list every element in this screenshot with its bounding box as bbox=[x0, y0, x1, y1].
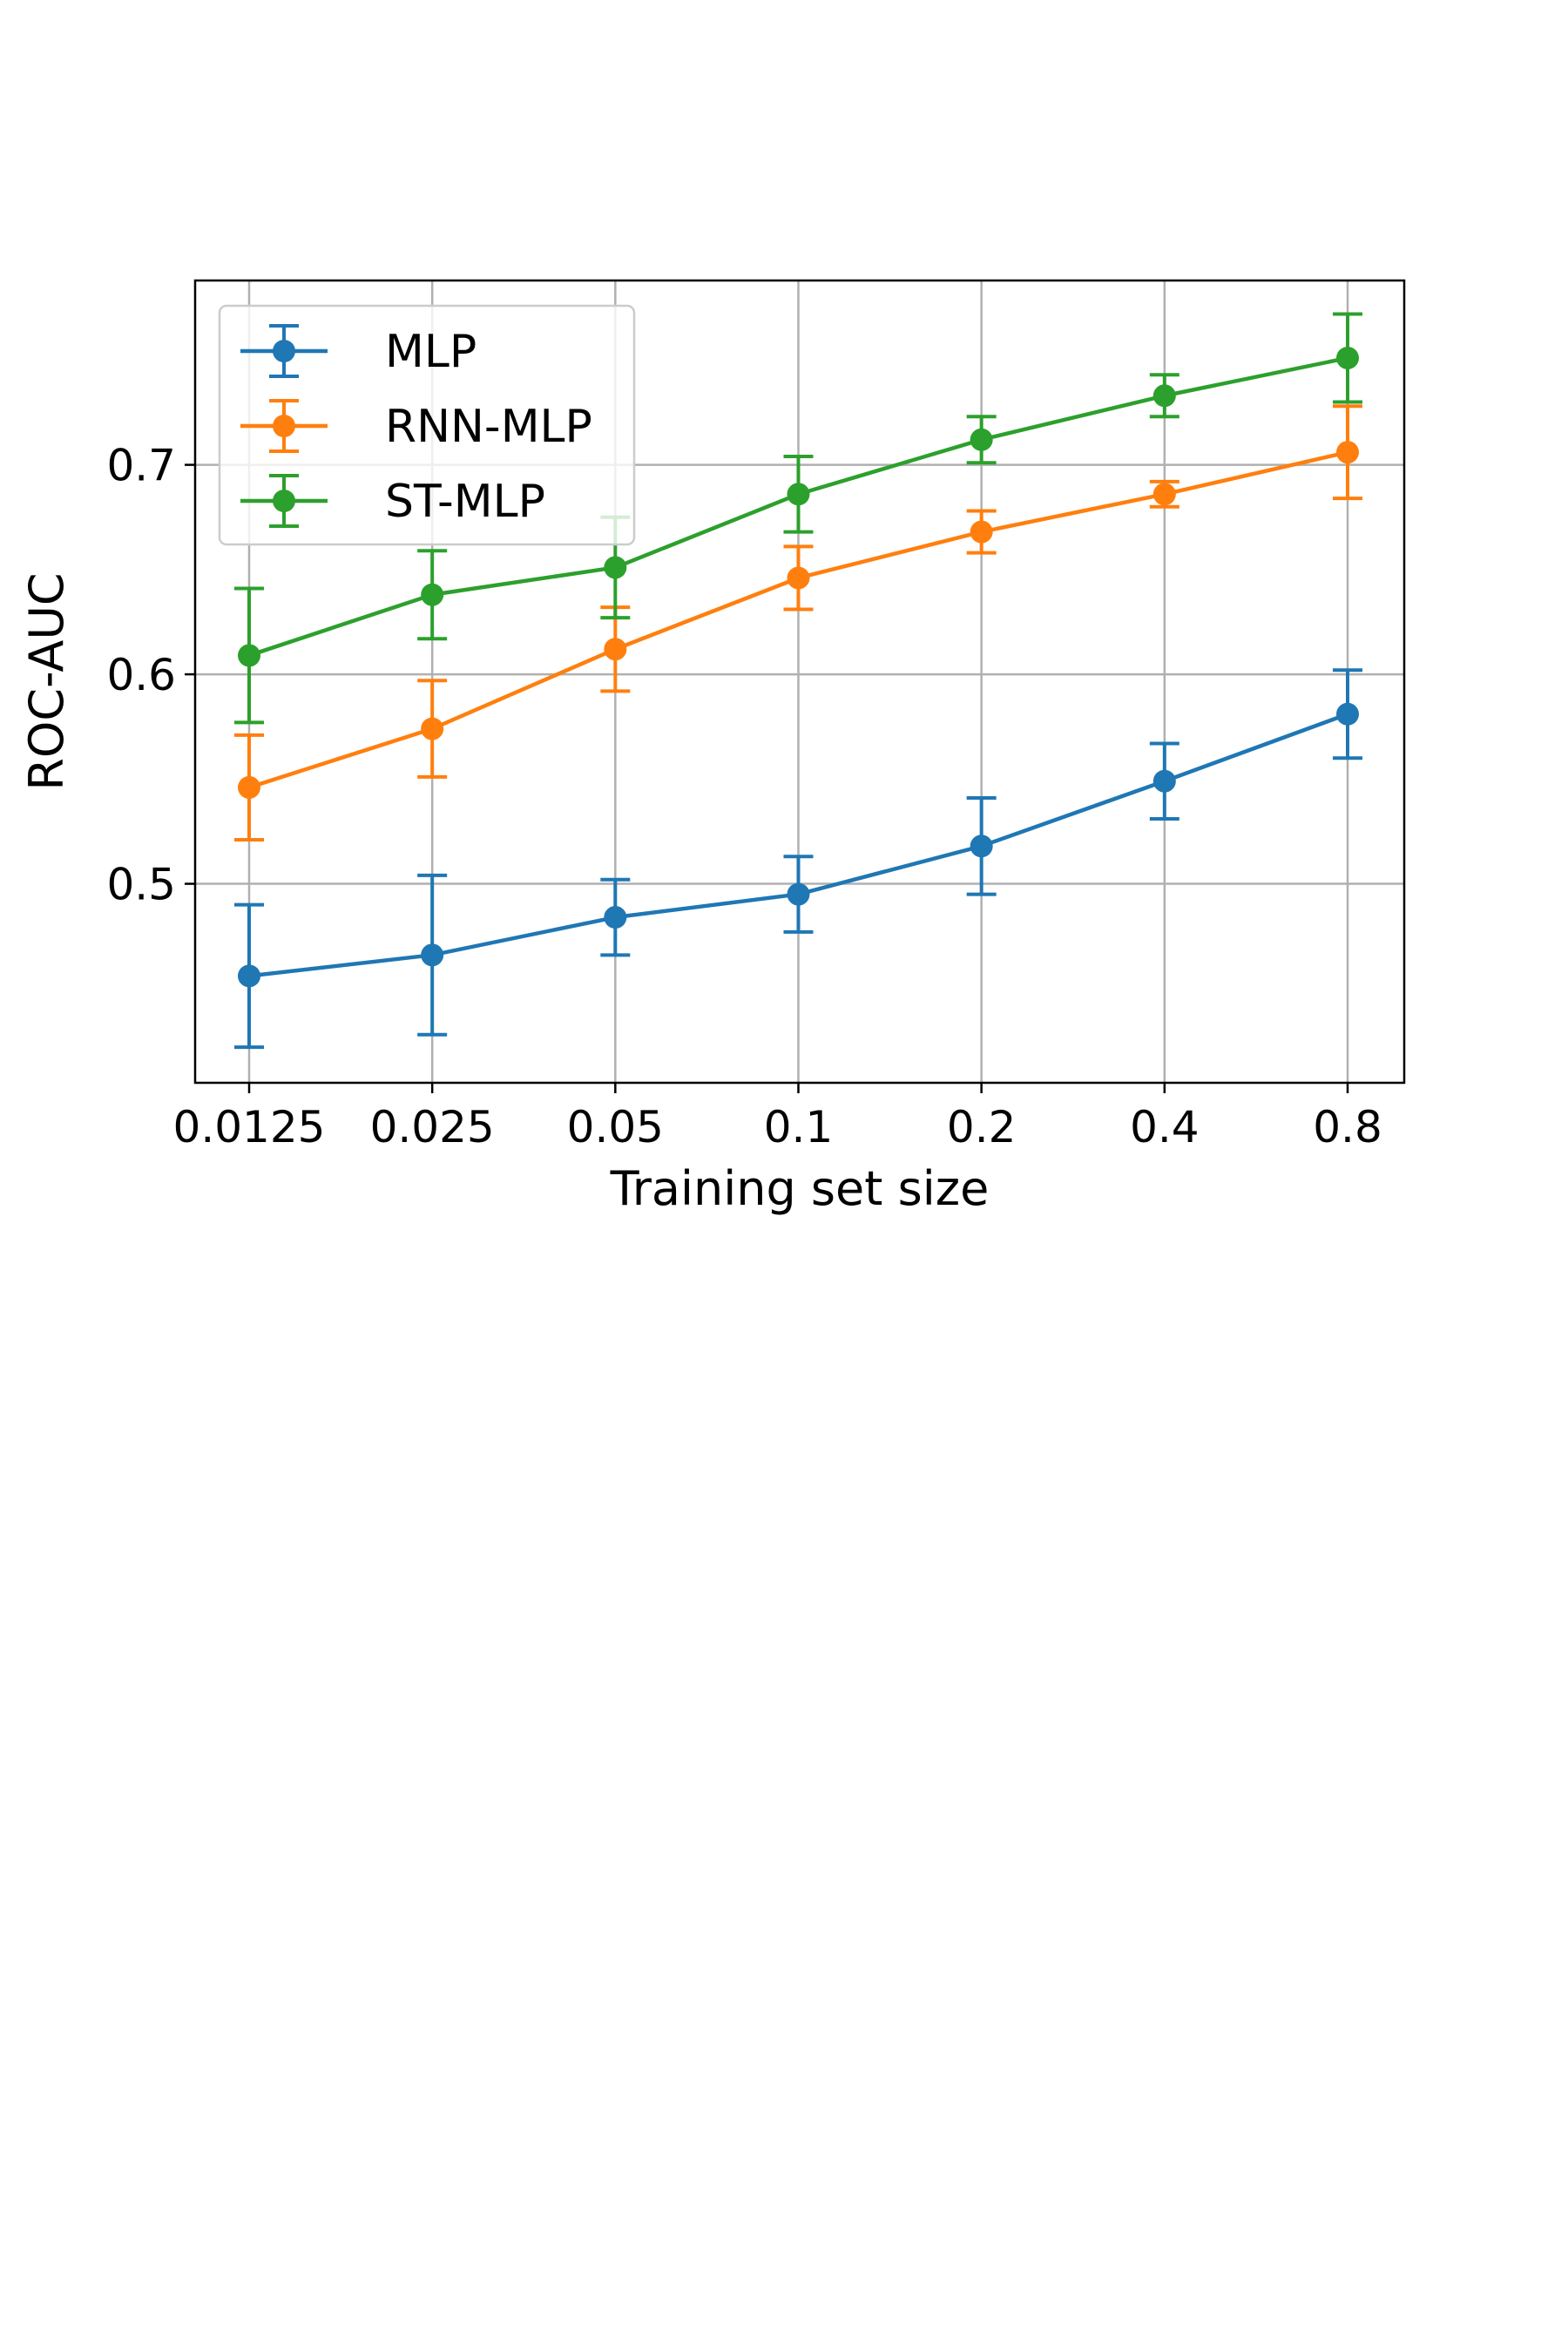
x-tick-label: 0.2 bbox=[947, 1102, 1017, 1152]
legend-label: MLP bbox=[385, 326, 476, 378]
plot-frame bbox=[193, 279, 1406, 1085]
x-tick-label: 0.0125 bbox=[173, 1102, 326, 1152]
data-point bbox=[970, 520, 993, 544]
x-tick-label: 0.8 bbox=[1313, 1102, 1382, 1152]
legend-marker bbox=[273, 490, 295, 512]
legend-label: ST-MLP bbox=[385, 476, 545, 528]
data-point bbox=[1336, 441, 1359, 464]
data-point bbox=[238, 964, 260, 988]
data-point bbox=[604, 638, 627, 661]
legend-marker bbox=[273, 415, 295, 437]
series-mlp bbox=[234, 668, 1362, 1050]
y-tick-label: 0.7 bbox=[106, 441, 176, 491]
data-point bbox=[604, 906, 627, 929]
legend-item-st-mlp: ST-MLP bbox=[240, 474, 545, 528]
data-point bbox=[238, 644, 260, 667]
data-point bbox=[787, 882, 810, 906]
legend-box bbox=[218, 304, 636, 546]
data-point bbox=[421, 943, 444, 967]
x-tick-label: 0.05 bbox=[567, 1102, 664, 1152]
data-point bbox=[970, 835, 993, 858]
data-point bbox=[1152, 483, 1176, 506]
axis-ticks: 0.0125 0.025 0.05 0.1 0.2 0.4 0.8 0.5 0.6 0.7 bbox=[106, 441, 1382, 1152]
series-rnn-mlp bbox=[234, 404, 1362, 842]
series-st-mlp bbox=[234, 312, 1362, 725]
x-axis-label: Training set size bbox=[610, 1161, 990, 1216]
x-tick-label: 0.1 bbox=[764, 1102, 834, 1152]
data-point bbox=[787, 566, 810, 590]
data-point bbox=[421, 717, 444, 740]
data-point bbox=[1336, 346, 1359, 369]
legend: MLP RNN-MLP ST-MLP bbox=[218, 304, 636, 546]
x-tick-label: 0.025 bbox=[370, 1102, 495, 1152]
y-tick-label: 0.6 bbox=[106, 650, 176, 700]
legend-marker bbox=[273, 340, 295, 362]
data-point bbox=[787, 483, 810, 506]
series-group bbox=[234, 312, 1362, 1050]
y-axis-label: ROC-AUC bbox=[19, 572, 74, 790]
data-point bbox=[604, 556, 627, 579]
data-point bbox=[1152, 769, 1176, 793]
legend-item-rnn-mlp: RNN-MLP bbox=[240, 399, 592, 453]
data-point bbox=[238, 775, 260, 799]
data-point bbox=[970, 428, 993, 451]
data-point bbox=[421, 583, 444, 606]
legend-item-mlp: MLP bbox=[240, 324, 476, 378]
data-point bbox=[1336, 702, 1359, 726]
data-point bbox=[1152, 384, 1176, 408]
legend-label: RNN-MLP bbox=[385, 401, 592, 453]
x-tick-label: 0.4 bbox=[1130, 1102, 1200, 1152]
y-tick-label: 0.5 bbox=[106, 860, 176, 910]
